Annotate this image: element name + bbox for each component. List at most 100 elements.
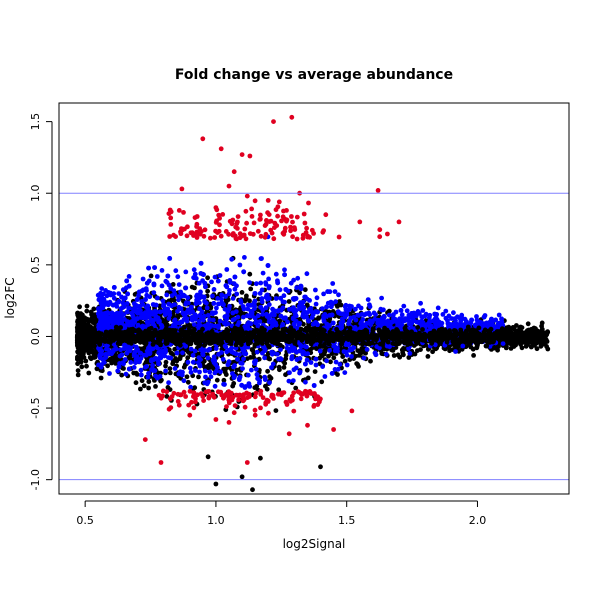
point-blue [99, 351, 105, 357]
point-black [430, 349, 435, 355]
point-blue [324, 358, 329, 364]
point-blue [294, 357, 300, 362]
point-blue [254, 281, 259, 287]
point-blue [205, 321, 211, 327]
point-blue [295, 275, 301, 281]
point-red [288, 224, 293, 230]
point-blue [399, 312, 405, 318]
point-blue [176, 371, 182, 377]
point-red [242, 226, 248, 232]
point-black [189, 284, 195, 290]
point-blue [172, 366, 178, 371]
point-black [171, 313, 176, 318]
point-blue [393, 318, 398, 324]
point-blue [123, 371, 129, 377]
point-blue [241, 356, 246, 362]
point-blue [224, 349, 230, 355]
point-red [194, 235, 200, 240]
point-blue [222, 314, 228, 320]
point-red [275, 204, 281, 210]
point-black [164, 394, 170, 399]
point-red [251, 220, 257, 226]
point-red [229, 221, 235, 227]
point-red [301, 211, 307, 217]
point-blue [254, 372, 260, 377]
point-red [249, 214, 255, 219]
point-red [255, 228, 261, 234]
point-black [283, 352, 289, 358]
point-blue [230, 296, 236, 301]
point-blue [373, 312, 378, 317]
point-black [534, 346, 540, 352]
point-black [214, 377, 220, 383]
point-black [167, 370, 173, 376]
point-blue [145, 303, 151, 309]
point-blue [146, 310, 152, 316]
point-blue [258, 304, 264, 310]
point-blue [138, 372, 144, 378]
point-red [235, 214, 241, 220]
point-blue [163, 368, 169, 374]
point-blue [432, 342, 438, 348]
point-blue [258, 280, 264, 286]
point-blue [99, 301, 104, 307]
point-blue [197, 362, 203, 367]
point-blue [298, 283, 304, 289]
point-red [304, 225, 309, 231]
point-blue [346, 320, 352, 326]
point-blue [164, 292, 170, 298]
point-blue [222, 382, 227, 387]
point-red [189, 230, 195, 236]
point-blue [313, 356, 319, 362]
point-blue [197, 306, 203, 312]
point-blue [172, 291, 178, 297]
point-blue [330, 320, 336, 326]
point-blue [185, 359, 191, 365]
point-blue [229, 349, 235, 355]
point-blue [147, 350, 153, 356]
point-blue [328, 300, 334, 305]
point-black [276, 364, 282, 370]
point-blue [294, 285, 300, 291]
point-blue [231, 281, 237, 287]
point-blue [214, 305, 219, 311]
point-blue [226, 359, 232, 365]
point-black [264, 386, 270, 392]
point-red [264, 218, 269, 223]
point-blue [377, 320, 383, 326]
point-black [146, 379, 152, 385]
point-black [83, 358, 89, 364]
point-red [290, 234, 295, 240]
point-blue [187, 365, 193, 371]
point-black [249, 347, 255, 352]
point-blue [222, 320, 227, 326]
point-blue [493, 317, 499, 323]
point-blue [232, 373, 238, 379]
point-blue [245, 372, 251, 378]
chart-title: Fold change vs average abundance [175, 67, 453, 83]
point-blue [303, 379, 308, 385]
point-blue [298, 300, 303, 305]
point-blue [263, 305, 269, 311]
point-red [214, 218, 220, 224]
point-blue [193, 301, 199, 306]
point-red [237, 392, 243, 398]
point-red [175, 399, 181, 404]
point-blue [333, 345, 339, 351]
point-blue [136, 293, 142, 298]
point-black [319, 379, 325, 385]
point-blue [176, 282, 182, 287]
point-blue [260, 311, 266, 317]
point-blue [297, 370, 302, 376]
point-blue [213, 346, 219, 351]
point-blue [281, 293, 287, 299]
point-blue [131, 353, 137, 358]
point-blue [267, 326, 272, 331]
point-red [220, 212, 226, 217]
point-blue [232, 274, 238, 280]
point-blue [277, 287, 283, 293]
point-blue [135, 347, 140, 352]
point-blue [264, 313, 270, 319]
point-blue [379, 295, 384, 301]
